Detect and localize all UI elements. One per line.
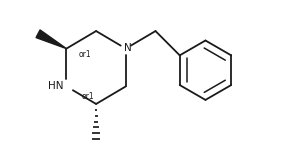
Text: or1: or1 [79, 50, 91, 59]
Text: N: N [124, 43, 131, 53]
Text: HN: HN [48, 81, 64, 91]
Polygon shape [36, 30, 66, 49]
Text: or1: or1 [81, 92, 94, 101]
